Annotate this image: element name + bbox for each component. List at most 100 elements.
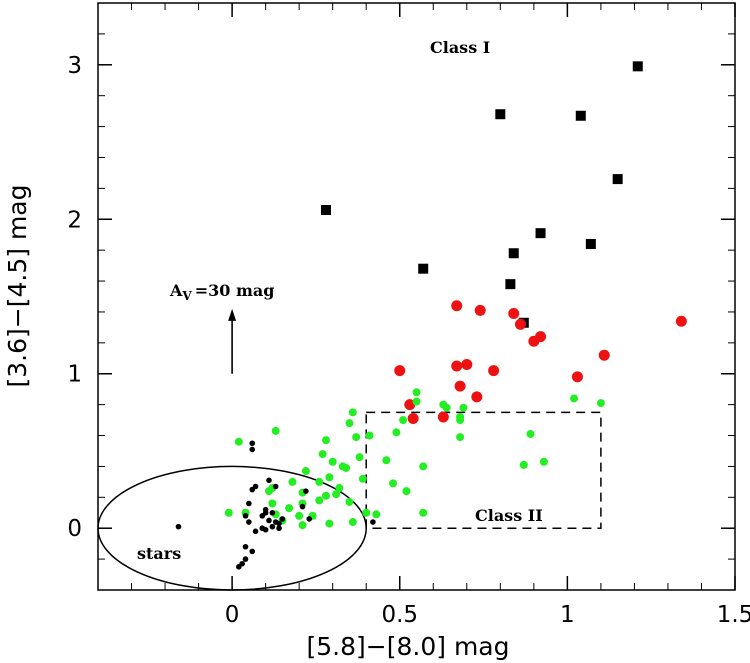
- green-dot-point: [271, 426, 280, 435]
- green-dot-point: [456, 433, 465, 442]
- red-circle-point: [454, 380, 466, 392]
- black-dot-point: [242, 513, 249, 519]
- green-dot-point: [389, 479, 398, 488]
- class1-square-point: [418, 263, 429, 274]
- red-circle-point: [437, 411, 449, 423]
- extinction-subscript: V: [181, 289, 192, 303]
- red-circle-point: [571, 371, 583, 383]
- green-dot-point: [321, 436, 330, 445]
- red-circle-point: [598, 349, 610, 361]
- green-dot-point: [348, 408, 357, 417]
- green-dot-point: [315, 477, 324, 486]
- x-tick-label: 0: [225, 602, 240, 628]
- red-circle-point: [471, 391, 483, 403]
- green-dot-point: [332, 490, 341, 499]
- black-dot-point: [242, 543, 249, 550]
- green-dot-point: [412, 397, 421, 406]
- green-dot-point: [345, 419, 354, 428]
- black-dot-point: [269, 509, 276, 516]
- green-dot-point: [298, 521, 307, 530]
- class1-square-point: [575, 110, 586, 121]
- black-dot-point: [306, 516, 313, 522]
- green-dot-point: [224, 508, 233, 517]
- black-dot-point: [266, 477, 272, 484]
- x-axis-title: [5.8]−[8.0] mag: [307, 632, 510, 661]
- red-circle-point: [407, 413, 419, 425]
- black-dot-point: [249, 440, 256, 447]
- black-dot-point: [299, 503, 306, 510]
- black-dot-point: [236, 564, 242, 570]
- green-dot-point: [285, 504, 294, 513]
- black-dot-point: [249, 446, 256, 453]
- green-dot-point: [345, 497, 354, 506]
- x-tick-label: 0.5: [381, 602, 418, 628]
- black-dot-point: [276, 525, 282, 532]
- stars-label: stars: [137, 544, 181, 563]
- green-dot-point: [321, 491, 330, 500]
- class1-square-point: [320, 204, 331, 215]
- black-dot-point: [269, 523, 276, 530]
- green-dot-point: [382, 456, 391, 465]
- green-dot-point: [442, 403, 451, 412]
- green-dot-point: [335, 484, 344, 493]
- class2-region-box: [365, 411, 602, 529]
- green-dot-point: [596, 399, 605, 408]
- black-dot-point: [303, 488, 309, 494]
- black-dot-point: [246, 500, 252, 507]
- class2-label: Class II: [475, 506, 543, 525]
- red-circle-point: [451, 360, 463, 372]
- class1-square-point: [505, 279, 516, 290]
- green-dot-point: [352, 433, 361, 442]
- red-circle-point: [451, 300, 463, 312]
- green-dot-point: [342, 463, 351, 472]
- extinction-prefix: A: [169, 281, 183, 300]
- class1-square-point: [508, 248, 519, 259]
- green-dot-point: [402, 487, 411, 496]
- green-dot-point: [288, 477, 297, 486]
- class1-square-point: [612, 174, 623, 185]
- black-dot-point: [272, 483, 279, 490]
- green-dot-point: [362, 508, 371, 517]
- green-dot-point: [539, 457, 548, 466]
- green-dot-point: [570, 394, 579, 403]
- green-dot-point: [399, 416, 408, 425]
- red-circle-point: [514, 318, 526, 330]
- extinction-value: =30 mag: [195, 281, 275, 300]
- class1-square-point: [585, 238, 596, 249]
- black-dot-point: [262, 526, 269, 533]
- green-dot-point: [526, 429, 535, 438]
- green-dot-point: [348, 518, 357, 527]
- red-circle-point: [394, 365, 406, 377]
- black-dot-point: [370, 519, 376, 525]
- green-dot-point: [325, 473, 334, 482]
- black-dot-point: [262, 506, 269, 513]
- red-circle-point: [675, 315, 687, 327]
- green-dot-point: [419, 508, 428, 517]
- class1-square-point: [632, 61, 643, 72]
- black-dot-point: [279, 516, 286, 522]
- green-dot-point: [295, 511, 304, 520]
- green-dot-point: [315, 496, 324, 505]
- y-tick-label: 0: [67, 516, 82, 542]
- green-dot-point: [365, 431, 374, 440]
- green-dot-point: [234, 437, 243, 446]
- data-points: [175, 61, 687, 570]
- class1-square-point: [495, 109, 506, 120]
- black-dot-point: [266, 517, 272, 524]
- green-dot-point: [268, 499, 277, 508]
- green-dot-point: [318, 450, 327, 459]
- class1-square-point: [535, 228, 546, 239]
- red-circle-point: [488, 365, 500, 377]
- black-dot-point: [242, 556, 249, 562]
- extinction-label: AV =30 mag: [169, 281, 274, 303]
- black-dot-point: [276, 520, 282, 527]
- y-tick-label: 3: [67, 53, 82, 79]
- green-dot-point: [358, 474, 367, 483]
- y-axis-title: [3.6]−[4.5] mag: [3, 185, 32, 388]
- extinction-arrow-head: [228, 308, 237, 321]
- black-dot-point: [175, 523, 182, 530]
- red-circle-point: [535, 331, 547, 343]
- green-dot-point: [301, 467, 310, 476]
- region-shapes: [97, 308, 602, 591]
